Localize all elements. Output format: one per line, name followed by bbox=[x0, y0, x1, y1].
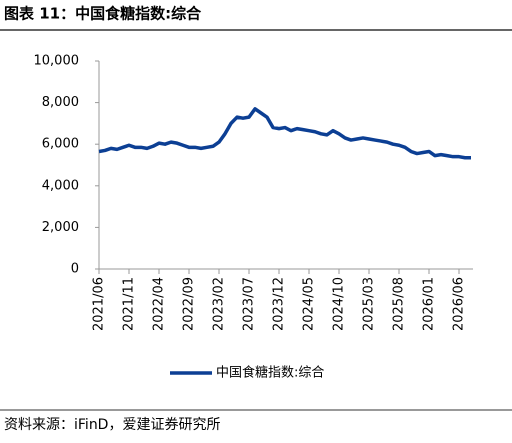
x-tick-label: 2021/11 bbox=[122, 277, 137, 331]
line-series bbox=[98, 107, 471, 160]
source: 资料来源：iFinD，爱建证券研究所 bbox=[4, 417, 220, 433]
x-tick-label: 2023/02 bbox=[212, 277, 227, 331]
x-tick-label: 2026/06 bbox=[452, 277, 467, 331]
x-tick-label: 2024/10 bbox=[332, 277, 347, 331]
y-tick-label: 2,000 bbox=[42, 220, 79, 235]
x-tick-label: 2022/04 bbox=[152, 277, 167, 331]
x-tick-label: 2023/07 bbox=[242, 277, 257, 331]
x-tick-label: 2023/12 bbox=[272, 277, 287, 331]
y-tick-label: 6,000 bbox=[42, 137, 79, 152]
y-tick-label: 8,000 bbox=[42, 95, 79, 110]
y-tick-label: 10,000 bbox=[34, 54, 80, 69]
x-tick-label: 2025/08 bbox=[392, 277, 407, 331]
x-tick-label: 2025/03 bbox=[362, 277, 377, 331]
x-tick-label: 2021/06 bbox=[92, 277, 107, 331]
x-tick-label: 2024/05 bbox=[302, 277, 317, 331]
y-tick-label: 4,000 bbox=[42, 178, 79, 193]
legend-label: 中国食糖指数:综合 bbox=[216, 365, 324, 381]
page-title: 图表 11：中国食糖指数:综合 bbox=[4, 5, 202, 23]
y-tick-label: 0 bbox=[71, 262, 79, 277]
x-tick-label: 2022/09 bbox=[182, 277, 197, 331]
x-tick-label: 2026/01 bbox=[422, 277, 437, 331]
